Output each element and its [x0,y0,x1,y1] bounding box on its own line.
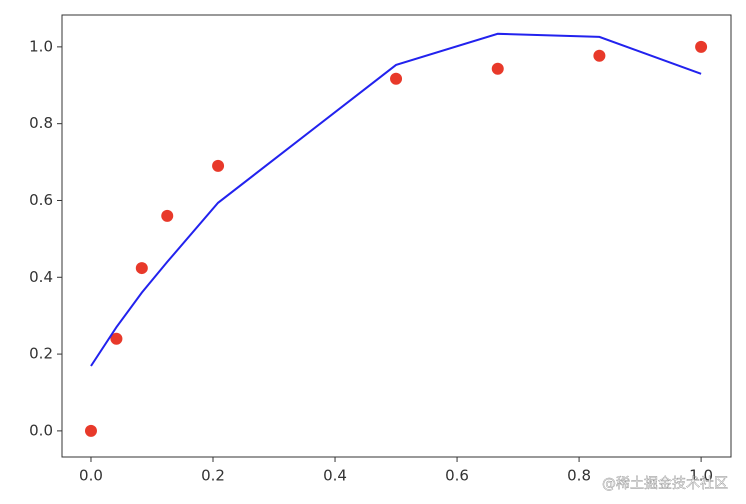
point [491,62,504,75]
watermark: @稀土掘金技术社区 [602,476,728,492]
y-tick-label: 1.0 [29,37,53,55]
x-tick-label: 0.6 [445,467,469,485]
point [161,209,174,222]
x-tick-label: 0.0 [79,467,103,485]
x-tick-label: 0.8 [567,467,591,485]
point [593,49,606,62]
y-tick-label: 0.8 [29,114,53,132]
point [695,40,708,53]
x-tick-label: 1.0 [689,467,713,485]
x-tick-label: 0.2 [201,467,225,485]
point [390,72,403,85]
plot-frame [61,14,732,458]
x-tick-label: 0.4 [323,467,347,485]
point [135,262,148,275]
line [90,32,702,367]
y-tick-label: 0.2 [29,345,53,363]
point [212,159,225,172]
point [110,332,123,345]
y-tick-label: 0.6 [29,191,53,209]
y-tick-label: 0.4 [29,268,53,286]
point [84,424,97,437]
y-tick-label: 0.0 [29,421,53,439]
